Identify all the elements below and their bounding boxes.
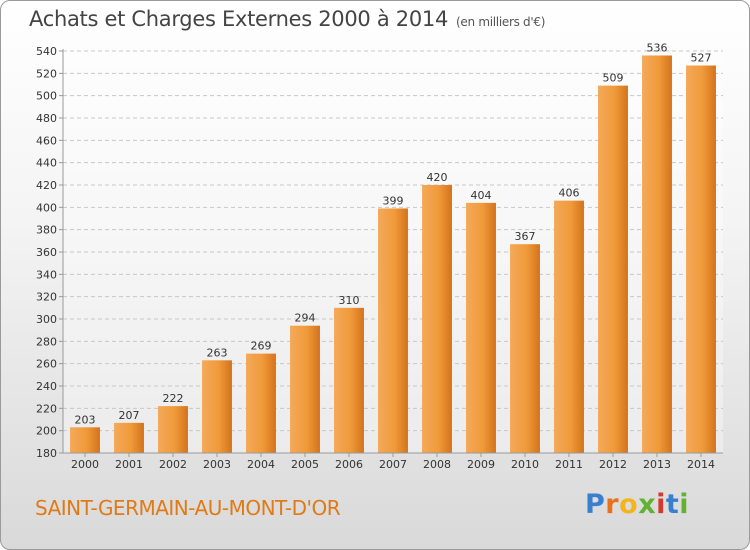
x-tick-label: 2013 [643,458,671,471]
bar-2004 [246,353,276,453]
bar-2003 [202,360,232,453]
y-tick-label: 420 [36,179,57,192]
bar-chart: 180 200 220 240 260 280 300 320 340 360 380 400 420 4… [36,41,723,471]
data-label: 404 [471,189,492,202]
logo-letter: i [656,489,666,520]
y-tick-label: 520 [36,67,57,80]
y-tick-label: 220 [36,402,57,415]
data-label: 263 [207,346,228,359]
town-name: SAINT-GERMAIN-AU-MONT-D'OR [35,496,341,520]
bar-2010 [510,244,540,453]
bar-2005 [290,325,320,453]
y-tick-label: 360 [36,246,57,259]
data-label: 294 [295,312,316,325]
y-tick-label: 460 [36,134,57,147]
y-tick-label: 200 [36,425,57,438]
bar-2014 [686,65,716,454]
data-label: 310 [339,294,360,307]
x-tick-label: 2012 [599,458,627,471]
y-axis-ticks: 180 200 220 240 260 280 300 320 340 360 380 400 420 4… [36,45,63,460]
logo-letter: r [605,489,620,520]
logo-letter: i [679,489,690,520]
chart-title: Achats et Charges Externes 2000 à 2014 (e… [29,7,545,31]
bars: 203 207 222 263 269 294 310 399 420 404 367 406 509 5… [70,41,716,454]
chart-subtitle: (en milliers d'€) [456,15,546,29]
bar-2009 [466,202,496,453]
chart-title-text: Achats et Charges Externes 2000 à 2014 [29,7,449,31]
y-tick-label: 400 [36,201,57,214]
y-tick-label: 260 [36,358,57,371]
x-tick-label: 2001 [115,458,143,471]
y-tick-label: 280 [36,335,57,348]
bar-2006 [334,307,364,453]
x-tick-label: 2000 [71,458,99,471]
x-tick-label: 2014 [687,458,715,471]
x-tick-label: 2006 [335,458,363,471]
bar-2001 [114,422,144,453]
y-tick-label: 340 [36,268,57,281]
logo-letter: x [638,489,657,520]
proxiti-logo: Proxiti [585,489,689,520]
x-tick-label: 2003 [203,458,231,471]
x-tick-label: 2008 [423,458,451,471]
x-tick-label: 2007 [379,458,407,471]
bar-2011 [554,200,584,453]
data-label: 399 [383,194,404,207]
data-label: 420 [427,171,448,184]
data-label: 527 [691,52,712,65]
y-tick-label: 500 [36,90,57,103]
data-label: 207 [119,409,140,422]
bar-2008 [422,185,452,453]
bar-2013 [642,55,672,453]
y-tick-label: 180 [36,447,57,460]
x-tick-label: 2004 [247,458,275,471]
x-tick-label: 2011 [555,458,583,471]
logo-letter: t [665,489,680,520]
bar-2002 [158,406,188,453]
x-tick-label: 2005 [291,458,319,471]
x-tick-label: 2009 [467,458,495,471]
logo-letter: P [585,489,606,520]
y-tick-label: 300 [36,313,57,326]
logo-letter: o [619,489,639,520]
data-label: 203 [75,413,96,426]
y-tick-label: 380 [36,224,57,237]
y-tick-label: 480 [36,112,57,125]
bar-2000 [70,427,100,453]
bar-2012 [598,85,628,453]
y-tick-label: 320 [36,291,57,304]
y-tick-label: 440 [36,157,57,170]
y-tick-label: 540 [36,45,57,58]
data-label: 509 [603,72,624,85]
x-axis-ticks: 2000 2001 2002 2003 2004 2005 2006 2007 2008 2009… [71,453,715,471]
data-label: 269 [251,340,272,353]
data-label: 367 [515,230,536,243]
x-tick-label: 2010 [511,458,539,471]
data-label: 406 [559,187,580,200]
x-tick-label: 2002 [159,458,187,471]
data-label: 222 [163,392,184,405]
bar-2007 [378,208,408,453]
y-tick-label: 240 [36,380,57,393]
data-label: 536 [647,41,668,54]
